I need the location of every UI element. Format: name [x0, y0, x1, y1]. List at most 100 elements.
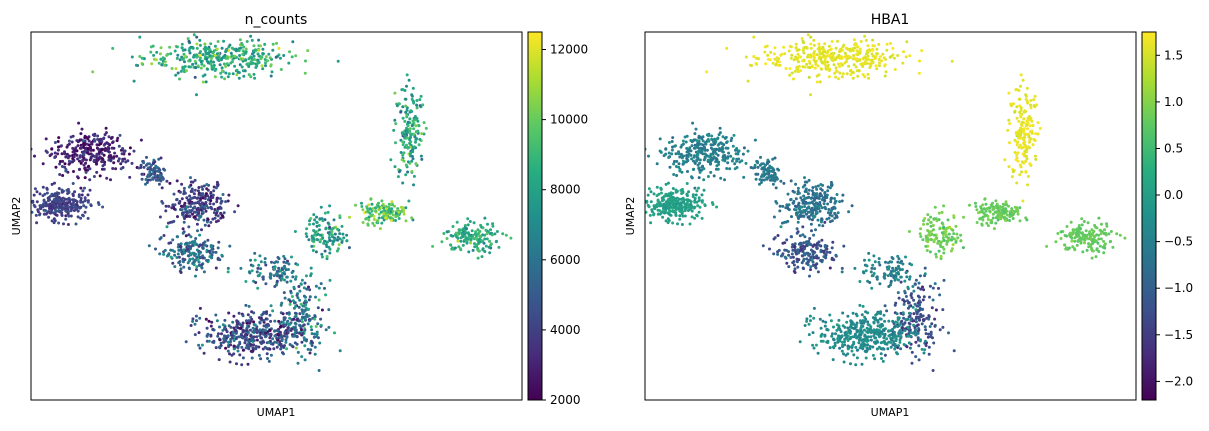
scatter-point — [830, 56, 834, 60]
scatter-point — [172, 192, 176, 196]
scatter-point — [811, 260, 815, 264]
scatter-point — [667, 181, 670, 185]
scatter-point — [698, 135, 702, 139]
scatter-point — [1031, 123, 1035, 127]
scatter-point — [830, 40, 834, 43]
scatter-point — [397, 102, 401, 106]
scatter-point — [177, 243, 181, 247]
scatter-point — [210, 320, 214, 324]
scatter-point — [1010, 214, 1014, 218]
scatter-point — [789, 198, 793, 202]
scatter-point — [209, 334, 213, 338]
scatter-point — [315, 224, 319, 228]
scatter-point — [808, 314, 812, 318]
scatter-point — [145, 181, 149, 184]
scatter-point — [406, 124, 410, 128]
scatter-point — [795, 211, 799, 215]
scatter-point — [184, 208, 188, 212]
scatter-point — [929, 215, 933, 219]
scatter-point — [709, 152, 713, 156]
scatter-point — [245, 40, 249, 43]
scatter-point — [390, 207, 394, 211]
scatter-point — [191, 319, 195, 323]
scatter-point — [303, 71, 307, 75]
scatter-point — [293, 230, 297, 233]
scatter-point — [1020, 160, 1024, 164]
scatter-point — [875, 67, 879, 71]
scatter-point — [138, 55, 142, 58]
scatter-point — [1079, 236, 1083, 240]
scatter-point — [830, 257, 834, 261]
scatter-point — [814, 210, 818, 214]
scatter-point — [946, 239, 949, 243]
scatter-point — [263, 331, 267, 335]
scatter-point — [233, 210, 237, 214]
scatter-point — [222, 62, 226, 66]
scatter-point — [927, 332, 931, 336]
scatter-point — [401, 140, 405, 144]
scatter-point — [491, 222, 495, 226]
scatter-point — [916, 286, 920, 290]
scatter-point — [210, 253, 214, 257]
scatter-point — [271, 42, 275, 46]
scatter-point — [211, 328, 215, 332]
scatter-point — [994, 199, 998, 203]
scatter-point — [1103, 228, 1106, 232]
scatter-point — [488, 239, 491, 243]
scatter-point — [782, 181, 786, 185]
scatter-point — [824, 255, 828, 259]
scatter-point — [273, 334, 277, 338]
scatter-point — [929, 332, 933, 336]
scatter-point — [1054, 240, 1058, 244]
scatter-point — [1018, 97, 1022, 101]
scatter-point — [484, 228, 488, 232]
scatter-point — [241, 314, 245, 318]
scatter-point — [929, 224, 933, 228]
scatter-point — [213, 44, 217, 48]
scatter-point — [53, 141, 57, 144]
scatter-point — [160, 186, 164, 190]
scatter-point — [816, 270, 820, 274]
scatter-point — [940, 210, 944, 214]
scatter-point — [815, 53, 819, 57]
scatter-point — [197, 343, 201, 347]
scatter-point — [239, 266, 243, 270]
scatter-point — [916, 301, 920, 305]
scatter-point — [217, 358, 221, 362]
scatter-point — [670, 140, 674, 143]
scatter-point — [224, 65, 228, 68]
scatter-point — [928, 325, 932, 328]
scatter-point — [990, 204, 994, 208]
scatter-point — [1017, 145, 1021, 149]
scatter-point — [230, 353, 234, 357]
scatter-point — [232, 314, 236, 318]
scatter-point — [202, 64, 206, 68]
scatter-point — [1090, 256, 1094, 260]
scatter-point — [305, 338, 308, 342]
scatter-point — [882, 329, 886, 332]
scatter-point — [265, 323, 269, 327]
scatter-point — [142, 161, 146, 165]
scatter-point — [224, 71, 228, 75]
scatter-point — [269, 64, 273, 68]
scatter-point — [1095, 226, 1099, 230]
scatter-point — [914, 355, 918, 359]
scatter-point — [243, 69, 247, 73]
scatter-point — [194, 274, 197, 278]
scatter-point — [203, 45, 207, 49]
scatter-point — [917, 358, 921, 362]
scatter-point — [297, 305, 301, 309]
panel-title: HBA1 — [871, 12, 910, 28]
scatter-point — [201, 80, 205, 84]
scatter-point — [1027, 115, 1031, 118]
scatter-point — [509, 236, 513, 240]
scatter-point — [55, 205, 59, 209]
scatter-point — [173, 253, 177, 257]
scatter-point — [410, 154, 414, 158]
scatter-point — [797, 54, 801, 58]
scatter-point — [257, 263, 261, 267]
scatter-point — [1032, 98, 1036, 102]
scatter-point — [206, 194, 209, 198]
scatter-point — [228, 352, 231, 356]
